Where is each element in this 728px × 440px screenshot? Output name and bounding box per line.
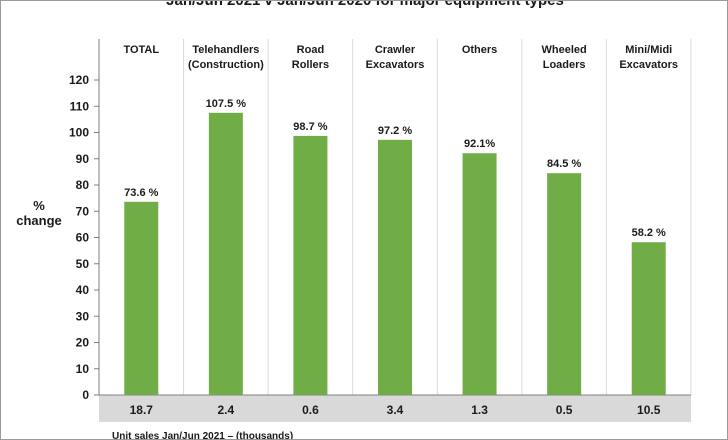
category-label: Mini/Midi xyxy=(625,44,672,56)
unit-sales-value: 3.4 xyxy=(387,403,404,417)
y-tick-label: 60 xyxy=(76,231,90,245)
y-tick-label: 0 xyxy=(82,388,89,402)
category-label: Road xyxy=(297,44,325,56)
unit-sales-caption: Unit sales Jan/Jun 2021 – (thousands) xyxy=(112,431,293,440)
unit-sales-value: 18.7 xyxy=(130,403,154,417)
bar-value-label: 58.2 % xyxy=(632,227,666,239)
unit-sales-value: 0.6 xyxy=(302,403,319,417)
y-tick-label: 50 xyxy=(76,257,90,271)
category-label: Excavators xyxy=(366,59,425,71)
bar xyxy=(462,153,497,395)
category-label: Wheeled xyxy=(542,44,587,56)
y-tick-label: 40 xyxy=(76,283,90,297)
bar-value-label: 98.7 % xyxy=(293,121,327,133)
unit-sales-value: 0.5 xyxy=(556,403,573,417)
bar xyxy=(124,201,159,395)
bar-value-label: 107.5 % xyxy=(206,98,247,110)
y-tick-label: 20 xyxy=(76,336,90,350)
unit-sales-band xyxy=(99,395,691,422)
y-tick-label: 110 xyxy=(70,99,90,113)
category-label: Rollers xyxy=(292,59,329,71)
category-label: TOTAL xyxy=(123,44,159,56)
bar-value-label: 92.1% xyxy=(464,138,495,150)
chart-title: Jan/Jun 2021 v Jan/Jun 2020 for major eq… xyxy=(166,0,564,9)
category-label: Telehandlers xyxy=(192,44,259,56)
y-tick-label: 120 xyxy=(69,73,89,87)
bar xyxy=(631,242,666,395)
y-tick-label: 30 xyxy=(76,309,90,323)
y-axis-label: change xyxy=(16,213,62,228)
y-axis-label: % xyxy=(33,198,45,213)
bar-value-label: 97.2 % xyxy=(378,125,412,137)
category-label: Excavators xyxy=(619,59,678,71)
category-label: Crawler xyxy=(375,44,416,56)
unit-sales-value: 2.4 xyxy=(218,403,235,417)
unit-sales-value: 10.5 xyxy=(637,403,661,417)
bar-value-label: 73.6 % xyxy=(124,187,158,199)
y-tick-label: 90 xyxy=(76,152,90,166)
bar xyxy=(293,135,328,395)
y-tick-label: 80 xyxy=(76,178,90,192)
category-label: Others xyxy=(462,44,497,56)
y-tick-label: 70 xyxy=(76,204,90,218)
unit-sales-value: 1.3 xyxy=(471,403,488,417)
bar xyxy=(547,173,582,395)
y-tick-label: 10 xyxy=(76,362,90,376)
category-label: Loaders xyxy=(543,59,586,71)
y-tick-label: 100 xyxy=(69,126,89,140)
bar-value-label: 84.5 % xyxy=(547,158,581,170)
bar xyxy=(208,112,243,395)
category-label: (Construction) xyxy=(188,59,264,71)
bar xyxy=(378,139,412,395)
